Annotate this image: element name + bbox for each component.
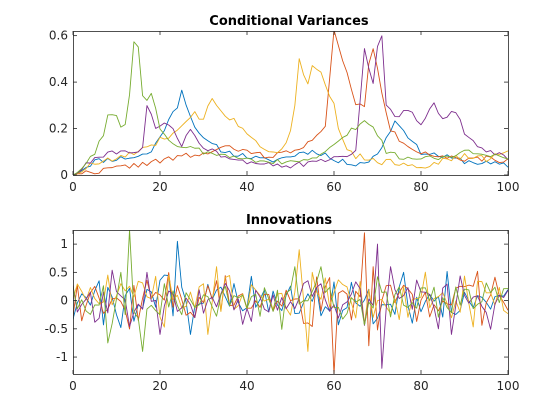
series-line-4 xyxy=(73,243,508,369)
x-tick-label: 80 xyxy=(413,379,428,393)
y-tick-label: 1 xyxy=(60,237,68,251)
series-line-4 xyxy=(73,35,508,175)
axes-title: Innovations xyxy=(246,213,332,228)
axes-conditional-variances: Conditional Variances 0 20 40 60 80 100 0 0.2 0.… xyxy=(49,14,520,194)
x-tick-label: 40 xyxy=(239,180,254,194)
axes-title: Conditional Variances xyxy=(209,14,369,29)
series-line-2 xyxy=(73,31,508,175)
x-tick-label: 20 xyxy=(152,379,167,393)
series-line-1 xyxy=(73,89,508,175)
x-tick-label: 60 xyxy=(326,180,341,194)
axes-innovations: Innovations 0 20 40 60 80 100 -1 -0.5 0 0.5 1 xyxy=(45,213,520,393)
y-tick-label: 0.2 xyxy=(49,122,68,136)
plot-area: 0 20 40 60 80 100 -1 -0.5 0 0.5 1 xyxy=(45,230,520,393)
x-tick-label: 60 xyxy=(326,379,341,393)
axes-frame xyxy=(73,31,509,176)
y-tick-label: -1 xyxy=(56,350,68,364)
x-tick-label: 0 xyxy=(69,180,77,194)
x-tick-label: 100 xyxy=(497,180,520,194)
series-line-5 xyxy=(73,41,508,175)
axes-frame xyxy=(73,230,509,375)
series-line-3 xyxy=(73,58,508,175)
axes-background xyxy=(73,31,508,175)
x-tick-label: 20 xyxy=(152,180,167,194)
y-tick-label: 0.4 xyxy=(49,75,68,89)
x-tick-label: 100 xyxy=(497,379,520,393)
x-tick-label: 80 xyxy=(413,180,428,194)
y-tick-label: 0 xyxy=(60,168,68,182)
series-group xyxy=(73,230,508,374)
y-tick-label: -0.5 xyxy=(45,322,68,336)
y-tick-label: 0 xyxy=(60,294,68,308)
series-group xyxy=(73,31,508,175)
y-tick-label: 0.5 xyxy=(49,265,68,279)
plot-area: 0 20 40 60 80 100 0 0.2 0.4 0.6 xyxy=(49,29,520,194)
series-line-5 xyxy=(73,230,508,352)
x-tick-label: 40 xyxy=(239,379,254,393)
x-tick-label: 0 xyxy=(69,379,77,393)
y-tick-label: 0.6 xyxy=(49,29,68,43)
